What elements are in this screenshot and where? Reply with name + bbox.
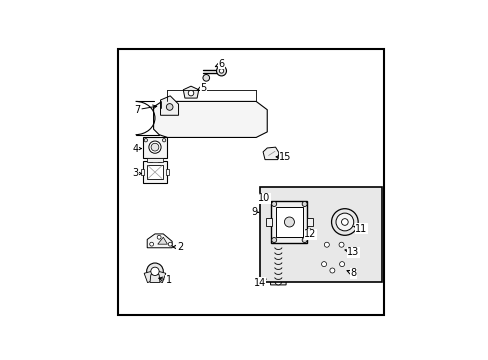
Circle shape <box>341 219 347 225</box>
Circle shape <box>149 242 153 246</box>
Polygon shape <box>153 102 267 138</box>
Circle shape <box>168 242 172 246</box>
Circle shape <box>302 202 306 207</box>
Polygon shape <box>150 275 160 283</box>
Circle shape <box>274 278 281 285</box>
Polygon shape <box>158 237 167 244</box>
Bar <box>147 165 163 179</box>
Circle shape <box>162 139 165 142</box>
Text: 2: 2 <box>172 242 183 252</box>
Circle shape <box>271 238 276 243</box>
Text: 12: 12 <box>304 229 316 239</box>
Circle shape <box>151 143 159 151</box>
Circle shape <box>331 209 357 235</box>
Bar <box>265 218 271 226</box>
Text: 7: 7 <box>134 105 156 115</box>
Polygon shape <box>147 234 172 248</box>
Text: 14: 14 <box>253 278 266 288</box>
Circle shape <box>150 267 159 275</box>
Circle shape <box>284 217 294 227</box>
Circle shape <box>216 66 226 76</box>
Polygon shape <box>153 271 165 283</box>
Polygon shape <box>183 86 198 98</box>
Circle shape <box>144 139 147 142</box>
Text: 9: 9 <box>250 207 258 217</box>
Bar <box>143 161 166 183</box>
Bar <box>158 158 161 162</box>
Polygon shape <box>319 238 346 252</box>
Polygon shape <box>144 271 156 283</box>
Text: 15: 15 <box>276 152 291 162</box>
Polygon shape <box>160 96 178 115</box>
Circle shape <box>338 242 344 247</box>
Bar <box>149 158 152 162</box>
Polygon shape <box>317 255 348 275</box>
Circle shape <box>219 69 224 73</box>
Circle shape <box>157 235 161 239</box>
Bar <box>271 201 307 243</box>
Polygon shape <box>274 239 282 244</box>
Polygon shape <box>270 276 285 285</box>
Polygon shape <box>263 147 278 159</box>
Text: 5: 5 <box>197 82 206 93</box>
Text: 10: 10 <box>257 193 269 203</box>
Bar <box>146 158 163 162</box>
Circle shape <box>146 263 163 280</box>
Circle shape <box>203 75 209 81</box>
Circle shape <box>329 268 334 273</box>
Bar <box>306 218 312 226</box>
Text: 3: 3 <box>132 168 141 179</box>
Bar <box>140 169 143 175</box>
Text: 6: 6 <box>215 59 224 69</box>
Bar <box>260 187 382 282</box>
Text: 13: 13 <box>345 247 359 257</box>
Circle shape <box>335 213 353 231</box>
Circle shape <box>271 202 276 207</box>
Circle shape <box>324 242 328 247</box>
Circle shape <box>339 262 344 267</box>
Text: 4: 4 <box>132 144 141 153</box>
Circle shape <box>188 90 193 96</box>
Circle shape <box>166 104 173 110</box>
Text: 11: 11 <box>353 224 367 234</box>
Text: 1: 1 <box>159 275 172 285</box>
Bar <box>166 169 169 175</box>
Bar <box>276 207 302 237</box>
Text: 8: 8 <box>346 268 356 278</box>
Circle shape <box>321 262 326 267</box>
Bar <box>275 244 281 282</box>
Circle shape <box>276 239 280 244</box>
Bar <box>143 138 166 158</box>
Circle shape <box>148 141 161 153</box>
Circle shape <box>302 238 306 243</box>
